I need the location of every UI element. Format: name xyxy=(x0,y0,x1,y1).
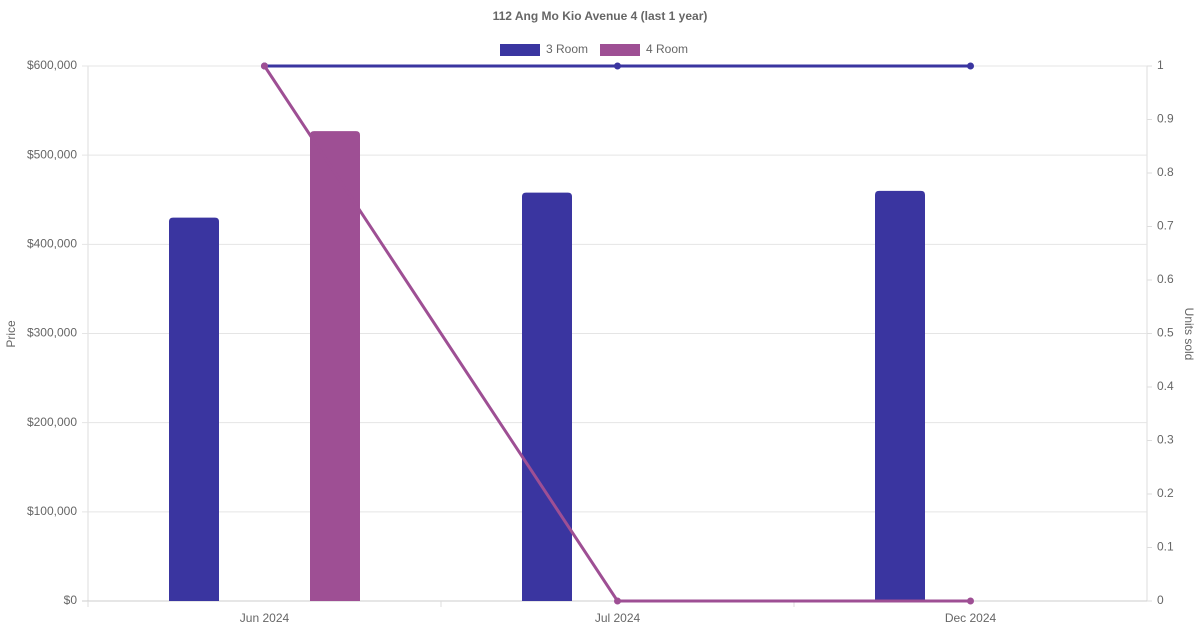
line-point xyxy=(967,62,974,70)
y2-tick-label: 0.8 xyxy=(1157,165,1174,179)
y2-tick-label: 0.5 xyxy=(1157,326,1174,340)
line-point xyxy=(614,62,621,70)
y-tick-label: $300,000 xyxy=(27,326,77,340)
x-tick-label: Dec 2024 xyxy=(945,611,997,625)
line-point xyxy=(614,597,621,605)
legend-label: 4 Room xyxy=(646,42,688,56)
y-tick-label: $600,000 xyxy=(27,58,77,72)
legend-label: 3 Room xyxy=(546,42,588,56)
y2-tick-label: 0.6 xyxy=(1157,272,1174,286)
line-point xyxy=(967,597,974,605)
y-tick-label: $500,000 xyxy=(27,147,77,161)
y2-tick-label: 0.3 xyxy=(1157,433,1174,447)
y-tick-label: $0 xyxy=(64,593,78,607)
bar xyxy=(310,131,360,601)
y2-tick-label: 0.9 xyxy=(1157,112,1174,126)
y2-tick-label: 0.1 xyxy=(1157,540,1174,554)
line-point xyxy=(261,62,268,70)
y-tick-label: $400,000 xyxy=(27,237,77,251)
bar xyxy=(522,192,572,601)
y2-tick-label: 0.7 xyxy=(1157,219,1174,233)
chart-title: 112 Ang Mo Kio Avenue 4 (last 1 year) xyxy=(493,9,708,23)
y-axis-title: Price xyxy=(4,320,18,348)
y2-tick-label: 0.2 xyxy=(1157,486,1174,500)
y-tick-label: $100,000 xyxy=(27,504,77,518)
legend-swatch xyxy=(500,44,540,56)
y2-tick-label: 0 xyxy=(1157,593,1164,607)
y2-axis-title: Units sold xyxy=(1182,308,1196,361)
y-tick-label: $200,000 xyxy=(27,415,77,429)
bar xyxy=(169,217,219,602)
legend-swatch xyxy=(600,44,640,56)
bar xyxy=(875,190,925,602)
y2-tick-label: 0.4 xyxy=(1157,379,1174,393)
x-tick-label: Jul 2024 xyxy=(595,611,641,625)
x-tick-label: Jun 2024 xyxy=(240,611,290,625)
y2-tick-label: 1 xyxy=(1157,58,1164,72)
